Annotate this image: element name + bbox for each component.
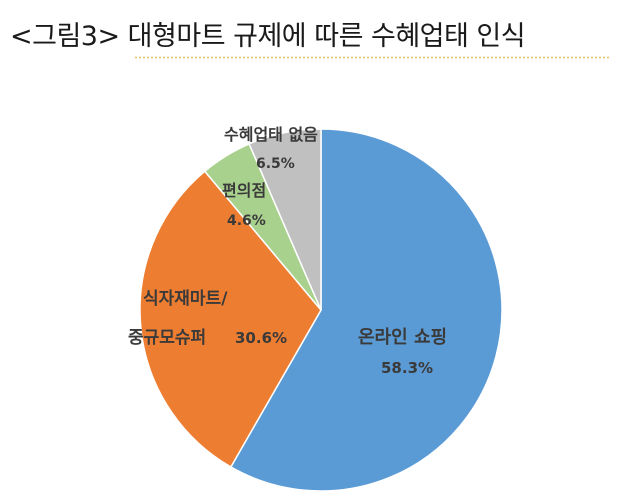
title-underline — [134, 56, 610, 59]
pie-slice-online-shopping — [229, 128, 503, 492]
slice-label-no-beneficiary: 수혜업태 없음 — [224, 125, 318, 144]
pie-slice-no-beneficiary — [248, 128, 322, 311]
slice-value-convenience-store: 4.6% — [227, 213, 266, 229]
slice-label-food-mart-line2: 중규모슈퍼 — [128, 328, 206, 348]
pie-slice-food-mart — [139, 170, 322, 468]
slice-value-no-beneficiary: 6.5% — [256, 156, 295, 172]
chart-title: <그림3> 대형마트 규제에 따른 수혜업태 인식 — [10, 21, 526, 52]
slice-label-online-shopping: 온라인 쇼핑 — [358, 327, 447, 348]
slice-value-online-shopping: 58.3% — [381, 359, 433, 377]
slice-label-convenience-store: 편의점 — [222, 181, 266, 200]
slice-value-food-mart: 30.6% — [235, 329, 287, 347]
pie-slices — [139, 128, 503, 492]
slice-label-food-mart-line1: 식자재마트/ — [143, 289, 228, 309]
